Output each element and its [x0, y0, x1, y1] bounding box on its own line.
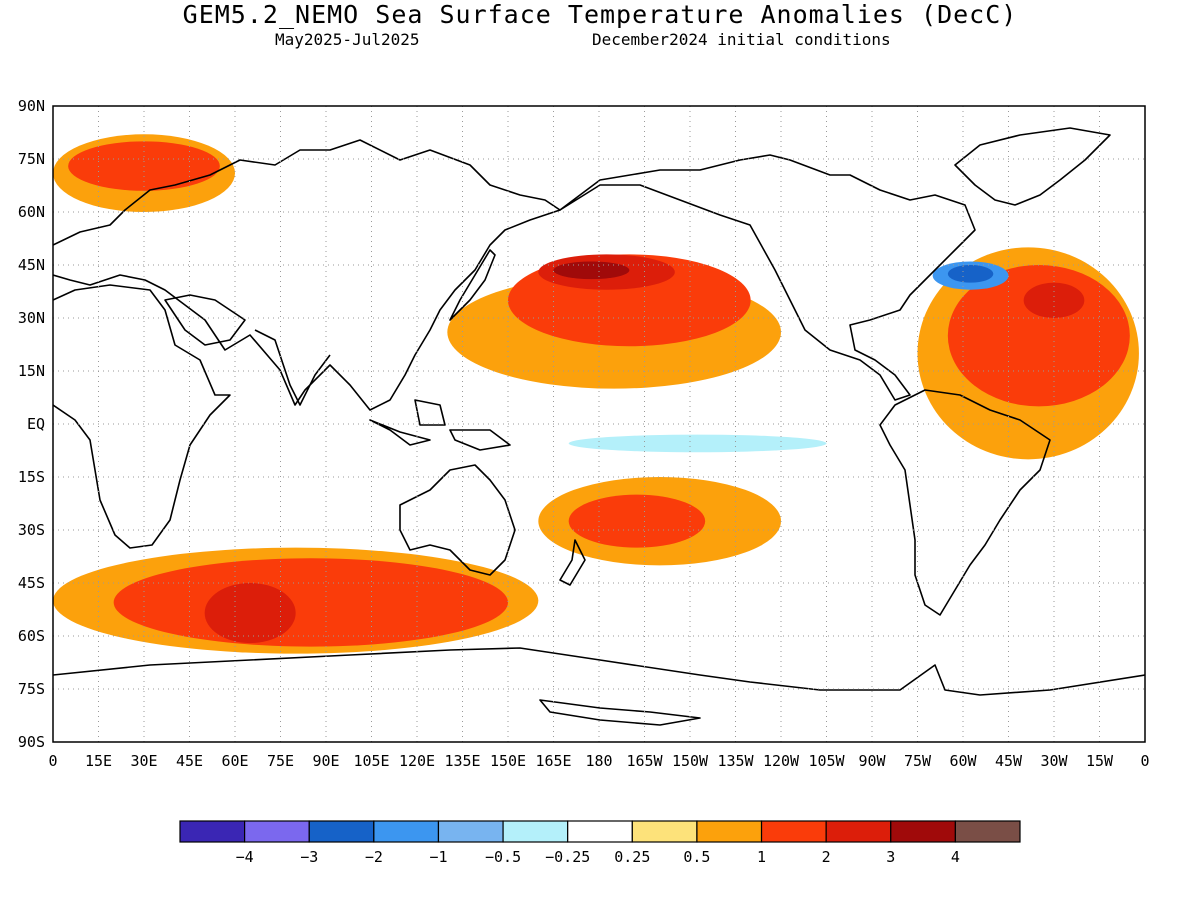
lon-label: 135E [444, 752, 480, 770]
anomaly-region [553, 261, 630, 280]
lon-label: 15E [85, 752, 112, 770]
colorbar-tick-label: −0.5 [485, 848, 521, 866]
colorbar-swatch [179, 820, 246, 843]
coast-greenland [954, 127, 1111, 206]
coast-new-zealand [559, 539, 586, 586]
anomaly-region [113, 558, 508, 647]
coast-japan [449, 249, 496, 321]
lon-label: 150W [672, 752, 709, 770]
lon-label: 180 [585, 752, 612, 770]
colorbar-tick-label: 1 [757, 848, 766, 866]
coast-eurasia [53, 139, 561, 411]
colorbar-swatch [437, 820, 504, 843]
coast-india [254, 329, 331, 406]
lat-label: 15N [18, 362, 45, 380]
lon-label: 90E [312, 752, 339, 770]
coast-australia [399, 464, 516, 576]
anomaly-region [568, 434, 827, 453]
lon-label: 60E [221, 752, 248, 770]
lon-label: 165E [535, 752, 571, 770]
anomaly-region [947, 265, 994, 283]
lon-label: 105E [353, 752, 389, 770]
lat-label: 90N [18, 97, 45, 115]
anomaly-region [568, 494, 706, 548]
lat-label: 75S [18, 680, 45, 698]
lon-label: 75W [904, 752, 932, 770]
chart-title: GEM5.2_NEMO Sea Surface Temperature Anom… [182, 0, 1018, 29]
colorbar-tick-label: 3 [886, 848, 895, 866]
colorbar-swatch [244, 820, 310, 843]
colorbar-swatch [890, 820, 956, 843]
colorbar-tick-label: 2 [822, 848, 831, 866]
plot-frame [52, 105, 1146, 743]
lon-label: 90W [858, 752, 886, 770]
lon-label: 30E [130, 752, 157, 770]
forecast-period: May2025-Jul2025 [275, 30, 420, 49]
lat-label: 15S [18, 468, 45, 486]
colorbar-tick-label: 0.5 [683, 848, 710, 866]
lat-label: 30S [18, 521, 45, 539]
coast-south-america [879, 389, 1051, 616]
lat-label: 90S [18, 733, 45, 751]
lon-label: 120E [399, 752, 435, 770]
lon-label: 150E [490, 752, 526, 770]
lat-label: 30N [18, 309, 45, 327]
lon-label: 0 [48, 752, 57, 770]
colorbar-swatch [760, 820, 827, 843]
coast-antarctica [53, 647, 1145, 696]
lat-label: 45S [18, 574, 45, 592]
colorbar-swatch [567, 820, 633, 843]
lon-label: 165W [626, 752, 663, 770]
anomaly-field [53, 134, 1139, 654]
colorbar-tick-label: −3 [300, 848, 318, 866]
lon-label: 60W [949, 752, 977, 770]
lat-label: 75N [18, 150, 45, 168]
coast-africa [53, 284, 231, 549]
colorbar-swatch [308, 820, 375, 843]
lat-label: 60S [18, 627, 45, 645]
colorbar-swatch [502, 820, 569, 843]
coastlines [53, 127, 1145, 726]
initial-conditions: December2024 initial conditions [592, 30, 891, 49]
colorbar-swatch [373, 820, 440, 843]
colorbar-tick-label: 4 [951, 848, 960, 866]
colorbar-labels: −4 −3 −2 −1 −0.5 −0.25 0.25 0.5 1 2 3 4 [236, 848, 960, 866]
lon-label: 105W [808, 752, 845, 770]
coast-north-america [559, 154, 976, 401]
colorbar [179, 820, 1021, 843]
anomaly-region [204, 583, 296, 644]
colorbar-tick-label: −2 [365, 848, 383, 866]
lon-label: 30W [1040, 752, 1068, 770]
coast-antarctic-peninsula [539, 699, 701, 726]
lon-label: 45W [995, 752, 1023, 770]
colorbar-swatch [696, 820, 763, 843]
coast-maritime-continent [369, 399, 511, 451]
lon-label: 75E [267, 752, 294, 770]
colorbar-tick-label: −1 [429, 848, 447, 866]
lon-label: 45E [176, 752, 203, 770]
lon-label: 0 [1140, 752, 1149, 770]
lat-label: 60N [18, 203, 45, 221]
lat-label: EQ [27, 415, 45, 433]
coast-arabia [164, 294, 246, 346]
colorbar-swatch [631, 820, 698, 843]
latitude-labels: 90N 75N 60N 45N 30N 15N EQ 15S 30S 45S 60S 75S 90S [18, 97, 45, 751]
lon-label: 120W [763, 752, 800, 770]
longitude-labels: 0 15E 30E 45E 60E 75E 90E 105E 120E 135E 150E 165E 1… [48, 752, 1149, 770]
colorbar-tick-label: −0.25 [545, 848, 590, 866]
lon-label: 15W [1086, 752, 1114, 770]
lat-label: 45N [18, 256, 45, 274]
graticule [53, 106, 1145, 742]
colorbar-tick-label: 0.25 [614, 848, 650, 866]
anomaly-region [1023, 282, 1085, 319]
colorbar-swatch [825, 820, 892, 843]
colorbar-tick-label: −4 [236, 848, 254, 866]
lon-label: 135W [717, 752, 754, 770]
colorbar-swatch [954, 820, 1021, 843]
